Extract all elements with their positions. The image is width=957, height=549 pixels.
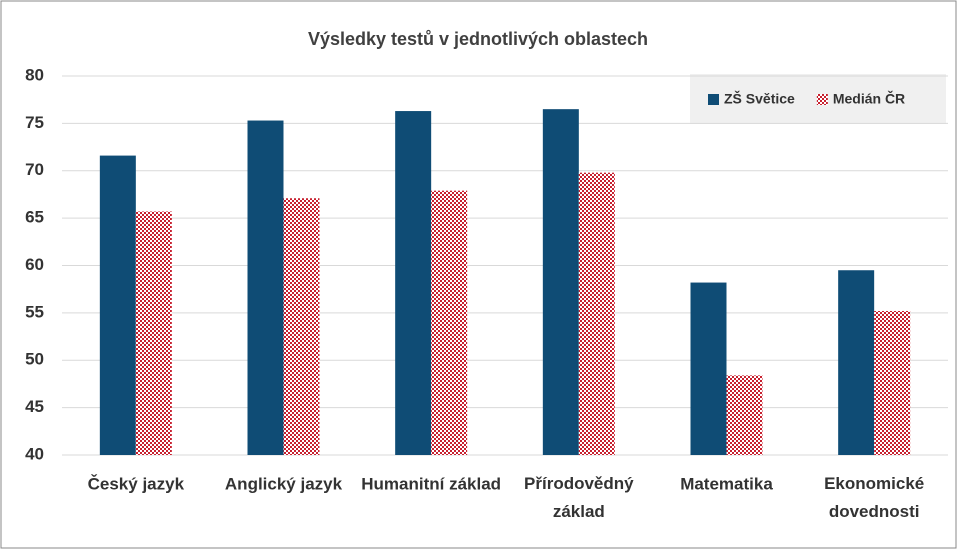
x-tick-label: Přírodovědný základ — [524, 474, 634, 521]
y-tick-label: 45 — [25, 397, 44, 416]
legend-label: ZŠ Světice — [724, 90, 795, 107]
bar — [726, 375, 763, 455]
bar — [874, 310, 911, 455]
x-tick-label: Ekonomické dovednosti — [824, 474, 924, 521]
y-tick-label: 65 — [25, 208, 44, 227]
bar — [135, 211, 172, 455]
y-tick-label: 75 — [25, 113, 44, 132]
y-tick-label: 55 — [25, 302, 44, 321]
x-tick-label: Český jazyk — [88, 474, 185, 493]
x-tick-label: Humanitní základ — [361, 474, 501, 493]
bar — [690, 282, 727, 455]
legend-swatch — [708, 94, 719, 105]
legend-swatch — [816, 94, 828, 105]
chart-title: Výsledky testů v jednotlivých oblastech — [308, 29, 648, 49]
y-tick-label: 60 — [25, 255, 44, 274]
bar — [395, 111, 432, 456]
bar — [247, 120, 284, 455]
bar — [431, 190, 468, 455]
y-tick-label: 40 — [25, 444, 44, 463]
x-tick-label: Matematika — [680, 474, 773, 493]
bar — [99, 155, 136, 455]
x-tick-label: Anglický jazyk — [225, 474, 343, 493]
bar — [542, 109, 579, 455]
bar — [578, 172, 615, 455]
legend-label: Medián ČR — [833, 90, 905, 107]
y-tick-label: 50 — [25, 350, 44, 369]
y-tick-label: 70 — [25, 160, 44, 179]
bar — [838, 270, 875, 455]
bar — [283, 198, 320, 456]
y-tick-label: 80 — [25, 65, 44, 84]
